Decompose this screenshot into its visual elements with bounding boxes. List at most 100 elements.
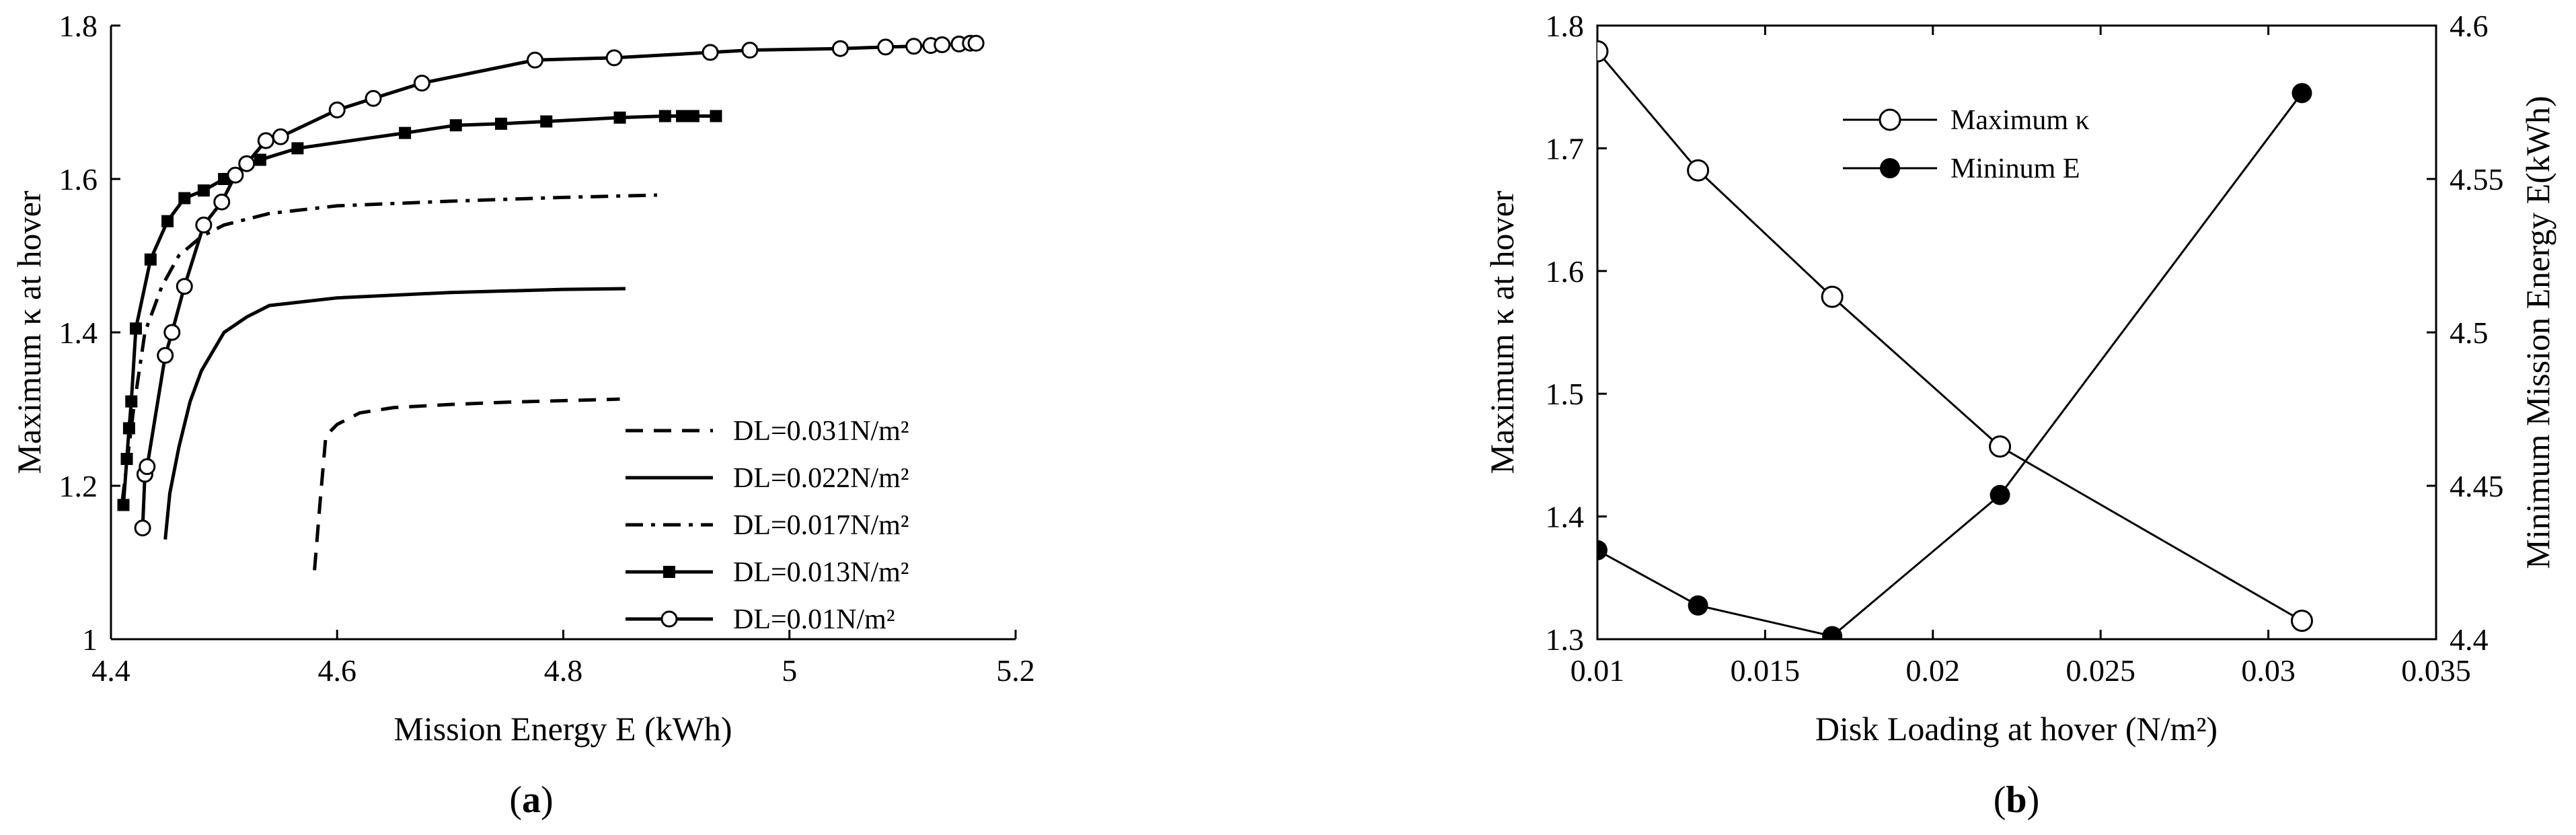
chart-a-xtick-label: 5.2 — [996, 653, 1035, 688]
chart-a-series-line-3 — [122, 114, 716, 505]
chart-a-legend: DL=0.031N/m² DL=0.022N/m² DL=0.017N/m² DL=0… — [626, 416, 909, 635]
chart-b-xtick-label: 0.02 — [1906, 653, 1961, 688]
chart-a: 4.4 4.6 4.8 5 5.2 1 1.2 1.4 1.6 1.8 Mission Ener… — [10, 9, 1035, 748]
chart-b-xtick-label: 0.01 — [1570, 653, 1625, 688]
chart-a-series-3-point — [197, 184, 210, 197]
chart-a-legend-marker — [660, 610, 678, 628]
chart-b-legend-marker — [1880, 158, 1900, 178]
chart-a-series-4-point — [134, 519, 151, 537]
chart-b-series-1-point — [2291, 83, 2312, 104]
chart-b-xlabel: Disk Loading at hover (N/m²) — [1815, 710, 2218, 748]
chart-a-series-4-point — [227, 166, 244, 184]
chart-a-ytick-label: 1.4 — [59, 316, 98, 350]
chart-a-series-3-point — [254, 153, 266, 166]
chart-b-xtick-label: 0.035 — [2401, 653, 2471, 688]
chart-a-xtick-label: 4.4 — [91, 653, 130, 688]
chart-b-y2tick-label: 4.5 — [2450, 316, 2489, 350]
chart-a-legend-marker — [663, 566, 675, 578]
chart-a-series-4-point — [741, 41, 759, 59]
chart-b-legend-marker — [1879, 108, 1901, 131]
chart-a-ytick-label: 1 — [82, 622, 98, 657]
chart-b-ytick-label: 1.6 — [1546, 254, 1585, 289]
chart-a-xticks: 4.4 4.6 4.8 5 5.2 — [91, 630, 1035, 688]
chart-a-series-3-point — [495, 117, 508, 130]
chart-b-series-1-point — [1688, 595, 1708, 616]
caption-a-letter: a — [522, 779, 541, 821]
chart-a-series-4-point — [328, 101, 346, 118]
chart-a-ytick-label: 1.6 — [59, 162, 98, 196]
chart-a-series-4-point — [831, 40, 849, 57]
chart-a-series-3-point — [129, 322, 142, 335]
chart-b-series-1-point — [1990, 484, 2010, 505]
chart-a-series-4-point — [702, 44, 719, 61]
chart-a-series-3-point — [540, 115, 553, 128]
chart-a-series-3-point — [144, 253, 157, 266]
caption-b-letter: b — [2006, 779, 2026, 821]
chart-b-legend-label: Mininum E — [1950, 153, 2080, 184]
chart-b-y2tick-label: 4.6 — [2450, 9, 2489, 43]
chart-b-series-layer — [1597, 40, 2313, 639]
chart-a-series-3-point — [122, 422, 135, 435]
chart-b-xtick-label: 0.03 — [2241, 653, 2296, 688]
chart-a-series-3-point — [687, 110, 699, 122]
caption-b: (b) — [1994, 779, 2039, 821]
chart-b-series-0-point — [1989, 435, 2012, 458]
chart-a-series-4-point — [195, 216, 213, 233]
chart-a-legend-label: DL=0.013N/m² — [733, 557, 909, 588]
chart-b-series-1-point — [1822, 626, 1843, 639]
chart-b-legend: Maximum κ Mininum E — [1843, 105, 2090, 184]
chart-b-y2tick-label: 4.4 — [2450, 622, 2489, 657]
chart-a-series-4-point — [365, 89, 382, 107]
chart-a-series-3-point — [120, 453, 133, 466]
chart-a-series-3-point — [613, 111, 626, 124]
chart-a-series-4-point — [257, 132, 274, 149]
chart-a-series-line-2 — [120, 193, 658, 502]
chart-b-series-0-point — [1821, 285, 1844, 308]
chart-b-series-line-0 — [1597, 50, 2303, 622]
chart-a-ylabel: Maximum κ at hover — [10, 190, 48, 474]
chart-b-series-0-point — [1597, 40, 1609, 63]
chart-a-series-4-point — [272, 128, 289, 145]
chart-a-series-4-point — [238, 155, 256, 172]
chart-a-series-4-point — [413, 75, 430, 92]
chart-b-series-0-point — [1687, 159, 1710, 182]
chart-b-y2tick-label: 4.45 — [2450, 469, 2504, 503]
chart-a-legend-label: DL=0.031N/m² — [733, 416, 909, 447]
chart-b-series-0-point — [2290, 610, 2313, 632]
chart-a-legend-label: DL=0.01N/m² — [733, 604, 895, 635]
chart-b-ytick-label: 1.3 — [1546, 622, 1585, 657]
svg-text:(a): (a) — [509, 779, 553, 821]
chart-a-series-layer — [117, 34, 985, 571]
chart-a-series-line-4 — [141, 41, 977, 528]
chart-a-series-line-1 — [163, 287, 626, 540]
chart-a-series-4-point — [176, 278, 193, 295]
chart-a-series-3-point — [449, 119, 462, 132]
chart-b: 0.01 0.015 0.02 0.025 0.03 0.035 1.3 1.4 1.5 1.6… — [1483, 9, 2556, 748]
chart-a-series-3-point — [658, 110, 671, 122]
chart-a-series-4-point — [605, 49, 623, 67]
chart-a-series-4-point — [905, 38, 923, 55]
chart-a-xtick-label: 5 — [782, 653, 797, 688]
chart-b-ylabel: Maximum κ at hover — [1483, 190, 1521, 474]
chart-b-ytick-label: 1.5 — [1546, 377, 1585, 411]
chart-a-yticks: 1 1.2 1.4 1.6 1.8 — [59, 9, 120, 657]
chart-a-series-4-point — [967, 34, 985, 52]
chart-b-y2ticks: 4.4 4.45 4.5 4.55 4.6 — [2427, 9, 2504, 657]
chart-a-series-4-point — [157, 347, 174, 364]
chart-a-xtick-label: 4.8 — [544, 653, 583, 688]
chart-a-series-3-point — [125, 395, 138, 408]
chart-a-series-4-point — [877, 38, 895, 56]
chart-b-xtick-label: 0.015 — [1731, 653, 1801, 688]
chart-a-series-4-point — [934, 36, 951, 53]
chart-a-series-4-point — [139, 458, 156, 475]
chart-a-legend-label: DL=0.017N/m² — [733, 510, 909, 541]
chart-b-ytick-label: 1.7 — [1546, 131, 1585, 166]
chart-a-series-3-point — [710, 110, 722, 122]
chart-a-series-3-point — [399, 126, 412, 139]
chart-b-y2tick-label: 4.55 — [2450, 162, 2504, 196]
chart-b-xtick-label: 0.025 — [2066, 653, 2135, 688]
chart-a-series-3-point — [117, 499, 130, 511]
chart-a-series-3-point — [161, 215, 174, 227]
chart-a-series-3-point — [676, 110, 689, 122]
